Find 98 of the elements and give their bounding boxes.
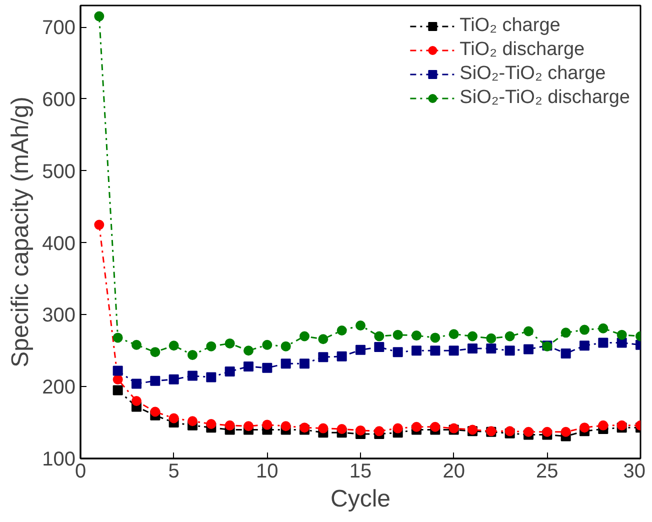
point <box>524 326 534 336</box>
x-tick-label: 25 <box>536 460 558 482</box>
point <box>448 329 459 340</box>
point <box>132 340 142 350</box>
point <box>224 366 235 376</box>
x-axis-title: Cycle <box>330 486 391 512</box>
point <box>112 332 123 343</box>
point <box>280 358 291 369</box>
point <box>504 346 515 356</box>
point <box>244 361 254 372</box>
point <box>560 348 571 359</box>
point <box>188 370 198 381</box>
point <box>412 330 422 341</box>
y-tick-label: 600 <box>42 88 76 111</box>
point <box>318 334 328 344</box>
point <box>356 344 366 355</box>
point <box>112 366 123 376</box>
point <box>112 385 123 396</box>
x-tick-label: 0 <box>74 460 86 482</box>
point <box>430 346 440 356</box>
point <box>132 396 142 406</box>
point <box>392 347 403 358</box>
point <box>356 320 366 330</box>
point <box>448 346 459 356</box>
point <box>580 324 590 335</box>
point <box>318 423 328 434</box>
point <box>468 343 478 354</box>
point <box>244 421 254 432</box>
y-tick-label: 200 <box>42 376 76 399</box>
y-tick-label: 700 <box>42 17 76 40</box>
point <box>374 342 384 352</box>
y-tick-label: 500 <box>42 160 76 183</box>
point <box>374 426 384 436</box>
point <box>504 331 515 342</box>
point <box>580 422 590 433</box>
y-axis-title: Specific capacity (mAh/g) <box>7 96 34 368</box>
point <box>300 331 310 342</box>
point <box>132 378 142 389</box>
point <box>486 343 496 354</box>
point <box>280 341 291 352</box>
point <box>300 358 310 369</box>
point <box>168 340 179 351</box>
point <box>412 422 422 432</box>
point <box>188 350 198 360</box>
point <box>224 338 235 348</box>
point <box>542 426 552 437</box>
y-tick-label: 300 <box>42 304 76 327</box>
point <box>560 426 571 437</box>
point <box>262 420 272 430</box>
point <box>318 352 328 362</box>
point <box>168 374 179 384</box>
point <box>280 421 291 432</box>
point <box>560 328 571 338</box>
point <box>468 331 478 342</box>
point <box>206 341 216 352</box>
point <box>430 332 440 343</box>
legend-label: SiO₂-TiO₂ charge <box>460 63 606 85</box>
point <box>150 376 160 386</box>
point <box>486 333 496 344</box>
point <box>374 331 384 342</box>
point <box>244 346 254 356</box>
point <box>392 423 403 434</box>
point <box>524 426 534 437</box>
legend-label: TiO₂ charge <box>460 15 560 37</box>
point <box>262 340 272 350</box>
point <box>524 344 534 354</box>
point <box>616 330 627 340</box>
point <box>336 326 347 336</box>
point <box>94 11 104 22</box>
point <box>616 420 627 430</box>
point <box>598 338 608 348</box>
point <box>598 323 608 334</box>
y-tick-label: 400 <box>42 232 76 255</box>
point <box>224 420 235 430</box>
point <box>150 406 160 417</box>
legend-label: TiO₂ discharge <box>460 39 585 61</box>
point <box>336 424 347 434</box>
point <box>598 420 608 430</box>
point <box>412 346 422 356</box>
point <box>262 362 272 373</box>
point <box>336 351 347 362</box>
x-tick-label: 10 <box>256 460 278 482</box>
point <box>188 416 198 426</box>
point <box>206 418 216 429</box>
x-tick-label: 20 <box>442 460 465 482</box>
legend-label: SiO₂-TiO₂ discharge <box>460 87 630 109</box>
point <box>356 425 366 436</box>
point <box>392 330 403 340</box>
point <box>580 340 590 351</box>
x-tick-label: 5 <box>168 460 180 482</box>
x-tick-label: 30 <box>623 460 646 482</box>
x-tick-label: 15 <box>349 460 372 482</box>
point <box>94 220 104 230</box>
point <box>150 347 160 358</box>
y-tick-label: 100 <box>42 448 76 470</box>
point <box>430 422 440 432</box>
point <box>168 413 179 424</box>
point <box>206 372 216 382</box>
